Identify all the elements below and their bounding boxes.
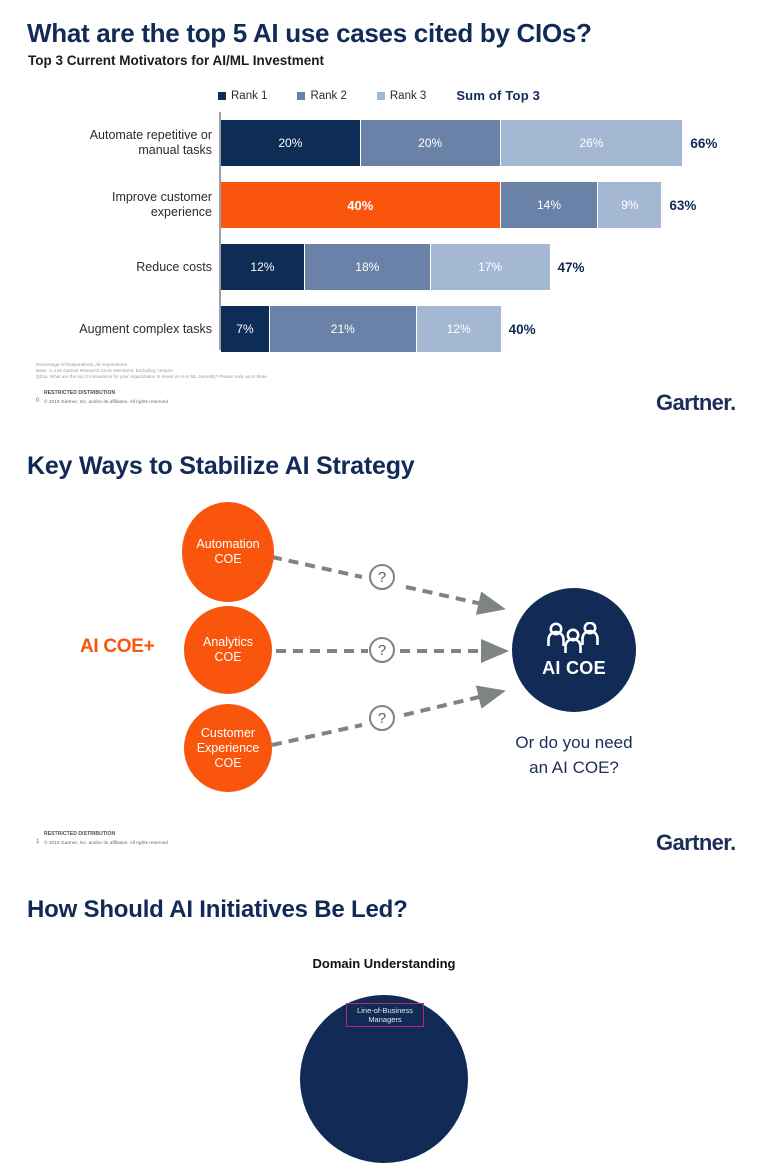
slide1-copyright: © 2019 Gartner, Inc. and/or its affiliat… [44,400,170,405]
slide1-restricted-label: RESTRICTED DISTRIBUTION [44,390,116,396]
slide-stabilize-ai-strategy: Key Ways to Stabilize AI Strategy Automa… [0,440,768,880]
coe-circle-automation[interactable]: Automation COE [182,502,274,602]
people-group-icon [547,621,599,653]
lob-line: Line-of-Business [357,1006,413,1015]
coe-circle-analytics[interactable]: Analytics COE [184,606,272,694]
gartner-logo-text: Gartner [656,830,731,855]
bar-segment-rank-2: 14% [500,182,599,228]
bar-segment-rank-3: 26% [500,120,683,166]
gartner-logo-text: Gartner [656,390,731,415]
bar-track: 20% 20% 26% [221,120,683,166]
stacked-bar-chart: Automate repetitive or manual tasks 20% 20%… [0,112,768,352]
bar-category-line: experience [150,205,212,219]
gartner-logo-dot: . [730,830,736,855]
coe-circle-customer-experience[interactable]: Customer Experience COE [184,704,272,792]
question-line: Or do you need [515,733,633,752]
slide3-title: How Should AI Initiatives Be Led? [27,896,408,923]
bar-segment-rank-3: 9% [598,182,662,228]
coe-circle-line: COE [214,755,242,770]
bar-total-label: 66% [690,135,718,151]
bar-segment-rank-3: 12% [416,306,501,352]
legend-item-rank1: Rank 1 [218,90,267,102]
legend-label-rank1: Rank 1 [231,89,268,102]
slide2-title: Key Ways to Stabilize AI Strategy [27,452,415,480]
legend-label-sum: Sum of Top 3 [456,88,541,103]
slide2-restricted-label: RESTRICTED DISTRIBUTION [44,831,116,837]
legend-swatch-rank3 [376,91,385,100]
slide1-footnotes: Percentage of Respondents. All responden… [36,362,268,381]
bar-segment-rank-1: 20% [221,120,361,166]
slide-ai-use-cases: What are the top 5 AI use cases cited by… [0,0,768,440]
coe-circle-line: Analytics [202,635,254,649]
bar-row: Reduce costs 12% 18% 17% 47% [0,244,768,290]
slide1-page-number: 0 [36,398,40,404]
bar-category-line: Reduce costs [136,259,212,274]
chart-legend: Rank 1 Rank 2 Rank 3 Sum of Top 3 [218,88,540,103]
slide2-copyright: © 2019 Gartner, Inc. and/or its affiliat… [44,841,170,846]
footnote-line: Base: n=106 Gartner Research Circle Memb… [36,368,174,374]
bar-track: 40% 14% 9% [221,182,662,228]
line-of-business-managers-box[interactable]: Line-of-Business Managers [346,1003,424,1027]
bar-category-line: Automate repetitive or [89,128,212,142]
legend-label-rank3: Rank 3 [389,89,427,102]
legend-label-rank2: Rank 2 [310,89,347,102]
bar-category-line: Augment complex tasks [79,321,212,336]
footnote-line: Q01a. What are the top 3 motivations for… [36,374,269,380]
coe-circle-line: COE [214,552,242,566]
ai-coe-plus-label: AI COE+ [80,636,155,657]
domain-understanding-label: Domain Understanding [312,956,456,971]
bar-segment-rank-1: 40% [221,182,501,228]
question-line: an AI COE? [529,758,619,777]
bar-total-label: 47% [557,259,585,275]
coe-circle-line: Automation [196,537,260,551]
coe-circle-line: Experience [196,740,260,755]
legend-swatch-rank1 [218,91,226,100]
bar-segment-rank-2: 18% [304,244,431,290]
slide1-subtitle: Top 3 Current Motivators for AI/ML Inves… [28,53,325,68]
bar-segment-rank-2: 21% [269,306,417,352]
footnote-line: Percentage of Respondents. All responden… [36,362,127,367]
ai-coe-question-text: Or do you need an AI COE? [460,730,688,780]
question-mark-icon-middle: ? [369,637,395,663]
question-mark-icon-top: ? [369,564,395,590]
coe-diagram-connectors [271,555,509,747]
bar-category-line: Improve customer [111,190,212,204]
coe-circle-line: Customer [200,725,256,740]
bar-row: Automate repetitive or manual tasks 20% 20%… [0,120,768,166]
gartner-logo: Gartner. [656,390,736,416]
bar-category-label: Automate repetitive or manual tasks [30,120,212,166]
bar-total-label: 40% [508,321,536,337]
lob-line: Managers [368,1015,402,1024]
bar-track: 7% 21% 12% [221,306,501,352]
bar-segment-rank-1: 12% [221,244,305,290]
bar-category-label: Reduce costs [30,244,212,290]
ai-coe-hub-label: AI COE [542,657,606,678]
bar-row: Augment complex tasks 7% 21% 12% 40% [0,306,768,352]
slide2-page-number: 1 [36,839,40,845]
bar-total-label: 63% [669,197,697,213]
legend-item-rank2: Rank 2 [297,89,347,102]
ai-coe-hub[interactable]: AI COE [512,588,636,712]
coe-circle-line: COE [214,650,242,664]
slide1-title: What are the top 5 AI use cases cited by… [27,18,592,48]
bar-category-line: manual tasks [138,143,212,157]
gartner-logo-dot: . [730,390,736,415]
bar-category-label: Improve customer experience [30,182,212,228]
bar-segment-rank-2: 20% [360,120,501,166]
bar-row: Improve customer experience 40% 14% 9% 63% [0,182,768,228]
legend-item-rank3: Rank 3 [376,89,427,102]
bar-segment-rank-3: 17% [430,244,550,290]
bar-track: 12% 18% 17% [221,244,550,290]
chart-y-axis [219,112,221,350]
bar-category-label: Augment complex tasks [30,306,212,352]
gartner-logo: Gartner. [656,830,736,856]
bar-segment-rank-1: 7% [221,306,270,352]
legend-swatch-rank2 [297,91,306,100]
question-mark-icon-bottom: ? [369,705,395,731]
